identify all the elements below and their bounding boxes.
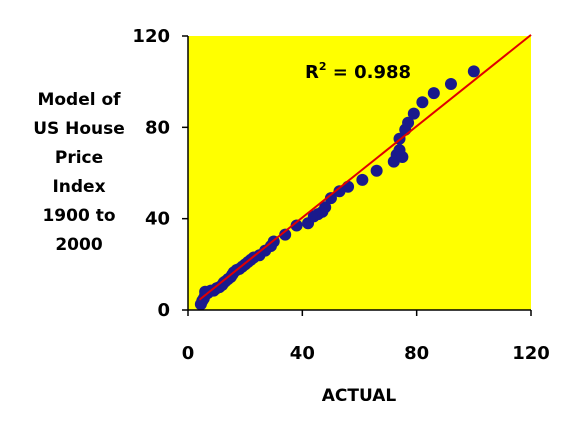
x-axis-title: ACTUAL: [322, 386, 397, 406]
y-axis-title-line: 1900 to: [42, 206, 115, 226]
y-axis-title-line: Index: [52, 177, 105, 197]
r-squared-symbol: R: [305, 62, 319, 83]
data-point: [356, 173, 369, 186]
data-point: [444, 77, 457, 90]
data-point: [467, 65, 480, 78]
y-tick-label: 0: [157, 300, 170, 321]
data-point: [324, 192, 337, 205]
y-axis-title-line: Price: [55, 148, 103, 168]
y-tick-label: 120: [132, 26, 170, 47]
x-tick-label: 40: [290, 343, 315, 364]
y-axis-title-line: US House: [33, 119, 125, 139]
trendline: [198, 34, 532, 301]
y-tick-label: 80: [145, 117, 170, 138]
x-tick-label: 0: [182, 343, 195, 364]
data-point: [279, 228, 292, 241]
y-axis-title: Model of US House Price Index 1900 to 2000: [33, 90, 125, 255]
x-tick-label: 120: [512, 343, 550, 364]
data-point: [396, 151, 409, 164]
x-tick-label: 80: [404, 343, 429, 364]
data-point: [402, 116, 415, 129]
y-axis-ticks: 0 40 80 120: [132, 26, 188, 321]
r-squared-value: = 0.988: [327, 62, 412, 83]
y-axis-title-line: Model of: [37, 90, 121, 110]
r-squared-annotation: R2 = 0.988: [305, 60, 411, 83]
data-point: [319, 201, 332, 214]
y-tick-label: 40: [145, 209, 170, 230]
data-point: [370, 164, 383, 177]
data-point: [416, 96, 429, 109]
y-axis-title-line: 2000: [55, 235, 102, 255]
data-point: [407, 107, 420, 120]
data-point: [290, 219, 303, 232]
data-point: [342, 180, 355, 193]
data-point: [427, 87, 440, 100]
x-axis-ticks: 0 40 80 120: [182, 310, 550, 364]
r-squared-exponent: 2: [319, 60, 327, 73]
